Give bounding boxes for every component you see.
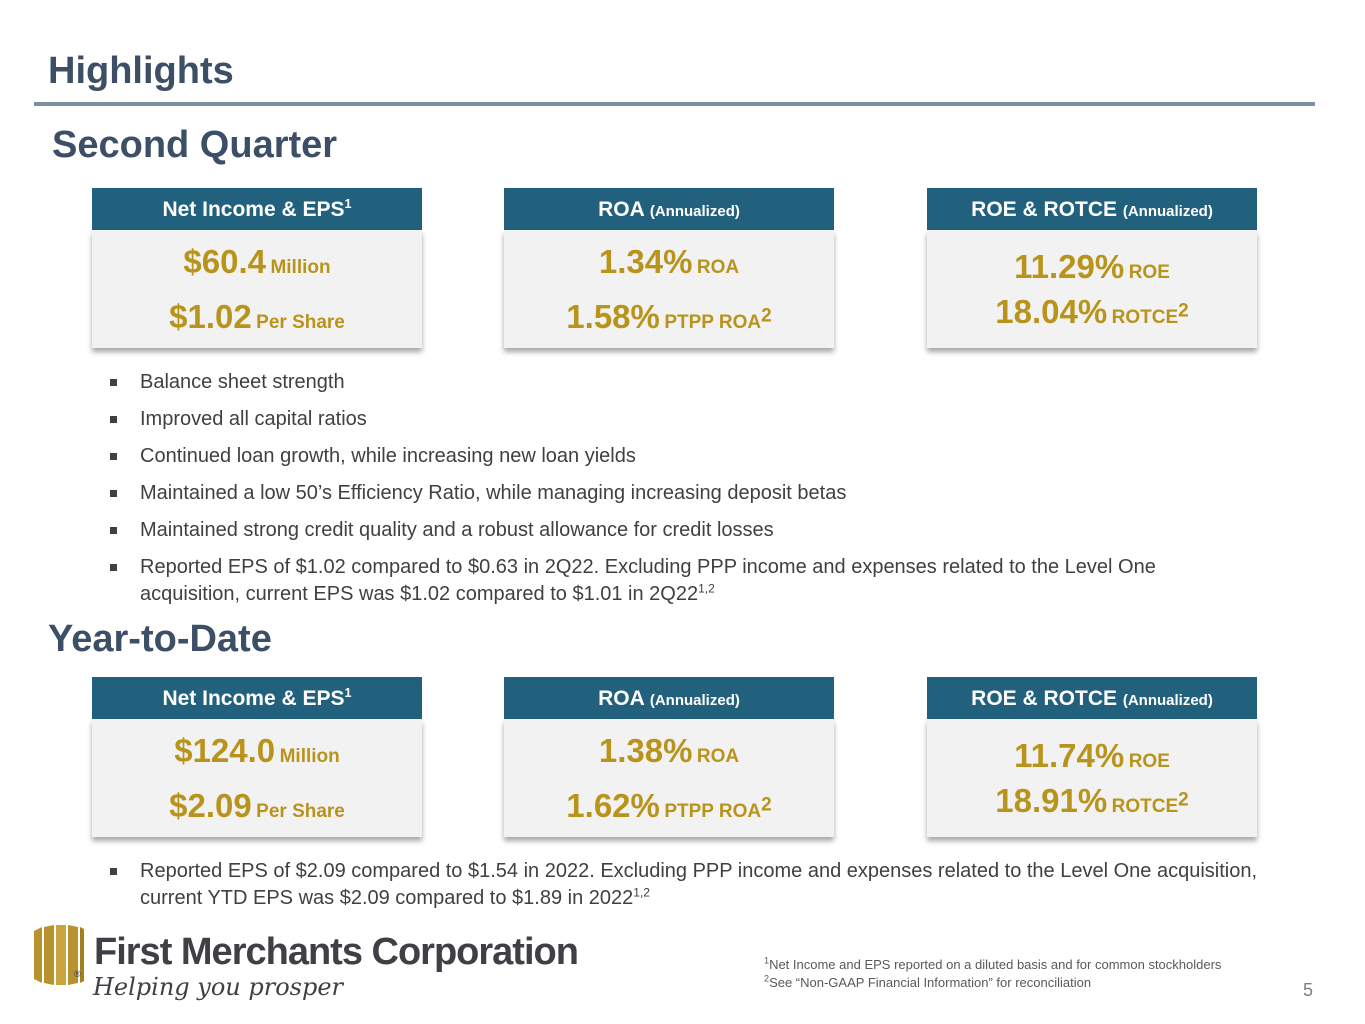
card-header: ROE & ROTCE (Annualized): [927, 188, 1257, 230]
list-item: Balance sheet strength: [108, 369, 1208, 396]
ytd-bullet-list: Reported EPS of $2.09 compared to $1.54 …: [108, 858, 1298, 922]
list-item: Maintained strong credit quality and a r…: [108, 517, 1208, 544]
rotce-metric: 18.91% ROTCE2: [995, 782, 1189, 819]
card-header: ROA (Annualized): [504, 677, 834, 719]
registered-mark: ®: [74, 969, 81, 979]
footnote-1: 1Net Income and EPS reported on a dilute…: [764, 955, 1222, 972]
second-quarter-heading: Second Quarter: [52, 124, 338, 166]
eps-metric: $1.02 Per Share: [169, 298, 345, 335]
list-item: Reported EPS of $1.02 compared to $0.63 …: [108, 554, 1208, 608]
list-item: Reported EPS of $2.09 compared to $1.54 …: [108, 858, 1298, 912]
card-body: $124.0 Million $2.09 Per Share: [92, 719, 422, 837]
roe-metric: 11.74% ROE: [1014, 737, 1170, 774]
card-body: $60.4 Million $1.02 Per Share: [92, 230, 422, 348]
q2-net-income-card: Net Income & EPS1 $60.4 Million $1.02 Pe…: [92, 188, 422, 348]
page-number: 5: [1303, 980, 1314, 1000]
card-header: ROA (Annualized): [504, 188, 834, 230]
card-body: 11.29% ROE 18.04% ROTCE2: [927, 230, 1257, 348]
list-item: Improved all capital ratios: [108, 406, 1208, 433]
ytd-roe-rotce-card: ROE & ROTCE (Annualized) 11.74% ROE 18.9…: [927, 677, 1257, 837]
roa-metric: 1.34% ROA: [598, 243, 740, 280]
slide-title: Highlights: [48, 50, 234, 92]
list-item: Maintained a low 50’s Efficiency Ratio, …: [108, 480, 1208, 507]
card-body: 1.34% ROA 1.58% PTPP ROA2: [504, 230, 834, 348]
eps-metric: $2.09 Per Share: [169, 787, 345, 824]
card-body: 11.74% ROE 18.91% ROTCE2: [927, 719, 1257, 837]
q2-roa-card: ROA (Annualized) 1.34% ROA 1.58% PTPP RO…: [504, 188, 834, 348]
ytd-net-income-card: Net Income & EPS1 $124.0 Million $2.09 P…: [92, 677, 422, 837]
card-header: Net Income & EPS1: [92, 677, 422, 719]
card-body: 1.38% ROA 1.62% PTPP ROA2: [504, 719, 834, 837]
rotce-metric: 18.04% ROTCE2: [995, 293, 1189, 330]
logo-wordmark: First Merchants Corporation: [94, 931, 579, 973]
q2-bullet-list: Balance sheet strength Improved all capi…: [108, 369, 1208, 618]
card-header: Net Income & EPS1: [92, 188, 422, 230]
ptpp-roa-metric: 1.58% PTPP ROA2: [566, 298, 772, 335]
net-income-metric: $124.0 Million: [174, 732, 340, 769]
list-item: Continued loan growth, while increasing …: [108, 443, 1208, 470]
footnote-2: 2See “Non-GAAP Financial Information” fo…: [764, 973, 1092, 990]
ytd-roa-card: ROA (Annualized) 1.38% ROA 1.62% PTPP RO…: [504, 677, 834, 837]
company-logo: ® First Merchants Corporation Helping yo…: [30, 925, 579, 1005]
ptpp-roa-metric: 1.62% PTPP ROA2: [566, 787, 772, 824]
footnotes: 1Net Income and EPS reported on a dilute…: [764, 956, 1221, 992]
title-divider: [34, 102, 1315, 106]
q2-roe-rotce-card: ROE & ROTCE (Annualized) 11.29% ROE 18.0…: [927, 188, 1257, 348]
roa-metric: 1.38% ROA: [598, 732, 740, 769]
roe-metric: 11.29% ROE: [1014, 248, 1170, 285]
logo-tagline: Helping you prosper: [93, 973, 344, 1001]
card-header: ROE & ROTCE (Annualized): [927, 677, 1257, 719]
columns-building-icon: [34, 925, 84, 985]
net-income-metric: $60.4 Million: [183, 243, 331, 280]
ytd-heading: Year-to-Date: [48, 618, 272, 660]
